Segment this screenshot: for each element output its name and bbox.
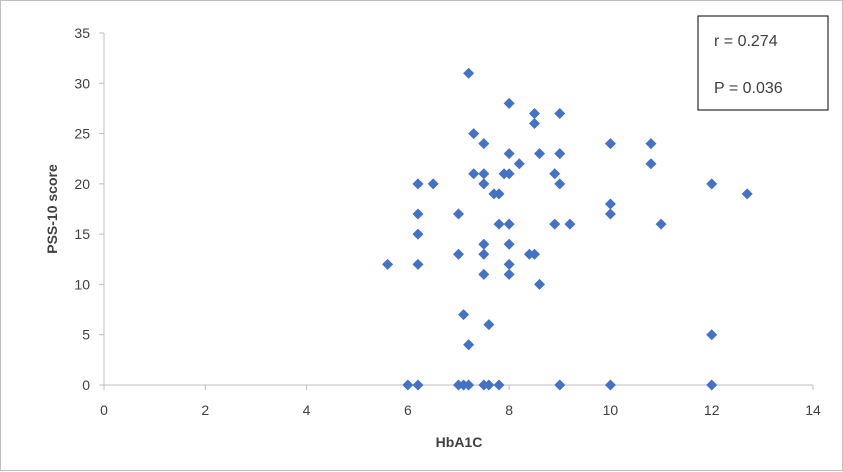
data-point (706, 178, 718, 190)
data-point (427, 178, 439, 190)
y-tick-label: 35 (74, 25, 90, 41)
data-point (528, 118, 540, 130)
data-point (534, 278, 546, 290)
x-tick-label: 12 (704, 402, 720, 418)
data-point (564, 218, 576, 230)
data-point (655, 218, 667, 230)
data-point (463, 379, 475, 391)
data-point (554, 107, 566, 119)
y-tick-label: 30 (74, 75, 90, 91)
x-tick-label: 2 (201, 402, 209, 418)
annotation-r: r = 0.274 (714, 33, 778, 50)
data-point (478, 178, 490, 190)
data-point (554, 148, 566, 160)
data-point (645, 138, 657, 150)
data-point (478, 268, 490, 280)
data-point (493, 188, 505, 200)
data-point (534, 148, 546, 160)
y-tick-label: 15 (74, 226, 90, 242)
x-axis-title: HbA1C (436, 434, 483, 450)
x-tick-label: 6 (404, 402, 412, 418)
annotation-box: r = 0.274 P = 0.036 (697, 15, 829, 111)
data-point (478, 138, 490, 150)
data-point (604, 208, 616, 220)
data-point (412, 208, 424, 220)
data-points (382, 67, 753, 391)
data-point (528, 107, 540, 119)
data-point (706, 379, 718, 391)
data-point (604, 198, 616, 210)
data-point (483, 379, 495, 391)
data-point (453, 248, 464, 260)
data-point (458, 309, 470, 321)
y-tick-label: 5 (82, 327, 90, 343)
data-point (493, 218, 505, 230)
data-point (503, 218, 515, 230)
data-point (503, 258, 515, 270)
data-point (706, 329, 718, 341)
y-tick-label: 20 (74, 176, 90, 192)
data-point (463, 67, 475, 79)
data-point (554, 178, 566, 190)
x-tick-label: 8 (505, 402, 513, 418)
x-tick-label: 4 (303, 402, 311, 418)
data-point (478, 248, 490, 260)
data-point (741, 188, 753, 200)
data-point (468, 128, 480, 140)
data-point (412, 178, 424, 190)
y-tick-label: 0 (82, 377, 90, 393)
data-point (493, 379, 505, 391)
y-tick-label: 10 (74, 276, 90, 292)
annotation-p: P = 0.036 (714, 80, 783, 97)
data-point (412, 258, 424, 270)
data-point (412, 228, 424, 240)
data-point (483, 319, 495, 331)
data-point (513, 158, 525, 170)
data-point (402, 379, 414, 391)
x-tick-label: 0 (100, 402, 108, 418)
data-point (604, 138, 616, 150)
data-point (503, 97, 515, 109)
data-point (645, 158, 657, 170)
data-point (478, 168, 490, 180)
data-point (528, 248, 540, 260)
data-point (554, 379, 566, 391)
data-point (604, 379, 616, 391)
data-point (549, 168, 561, 180)
data-point (463, 339, 475, 351)
y-axis-title: PSS-10 score (44, 164, 60, 254)
tick-labels: 0 2 4 6 8 10 12 14 0 5 10 15 20 25 30 35 (74, 25, 821, 418)
y-tick-label: 25 (74, 126, 90, 142)
data-point (412, 379, 424, 391)
data-point (503, 238, 515, 250)
x-tick-label: 14 (805, 402, 821, 418)
data-point (468, 168, 480, 180)
data-point (478, 238, 490, 250)
data-point (503, 148, 515, 160)
data-point (503, 268, 515, 280)
data-point (382, 258, 394, 270)
data-point (453, 208, 464, 220)
data-point (549, 218, 561, 230)
x-tick-label: 10 (603, 402, 619, 418)
data-point (503, 168, 515, 180)
